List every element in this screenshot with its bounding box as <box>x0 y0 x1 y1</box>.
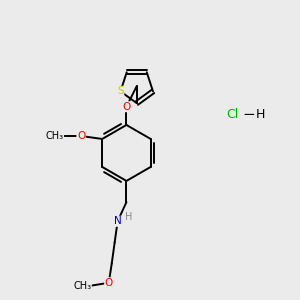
Text: CH₃: CH₃ <box>46 131 64 141</box>
Text: CH₃: CH₃ <box>73 281 91 291</box>
Text: Cl: Cl <box>226 108 238 121</box>
Text: −: − <box>242 107 255 122</box>
Text: N: N <box>114 216 122 226</box>
Text: O: O <box>77 131 85 141</box>
Text: O: O <box>122 102 130 112</box>
Text: H: H <box>125 212 133 222</box>
Text: O: O <box>105 278 113 288</box>
Text: H: H <box>256 108 265 121</box>
Text: S: S <box>117 86 124 96</box>
